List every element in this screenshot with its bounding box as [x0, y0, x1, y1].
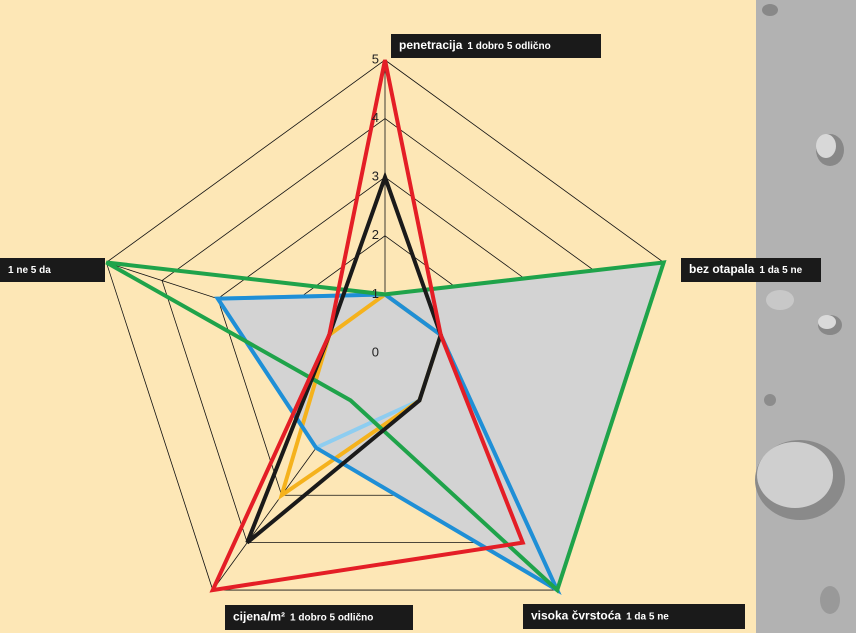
- axis-label: 1 ne 5 da: [8, 265, 51, 276]
- axis-label-box: [681, 258, 821, 282]
- axis-scale: 1 ne 5 da: [8, 265, 51, 276]
- axis-label: visoka čvrstoća 1 da 5 ne: [531, 609, 669, 623]
- r-tick-label: 0: [372, 344, 379, 359]
- axis-label-box: [225, 605, 413, 630]
- photo: [755, 0, 856, 633]
- r-tick-label: 4: [372, 110, 379, 125]
- axis-label-box: [0, 258, 105, 282]
- axis-name: visoka čvrstoća: [531, 609, 621, 623]
- axis-label-box: [391, 34, 601, 58]
- r-tick-label: 1: [372, 286, 379, 301]
- series-line: [209, 59, 526, 593]
- axis-label-box: [523, 604, 745, 629]
- series-line: [245, 171, 443, 545]
- r-tick-label: 3: [372, 169, 379, 184]
- grid-ring: [105, 59, 665, 591]
- axis-label: penetracija 1 dobro 5 odlično: [399, 38, 551, 52]
- series-line: [214, 292, 562, 595]
- series-area: [217, 262, 664, 591]
- series-line: [105, 260, 667, 594]
- axis-name: penetracija: [399, 38, 463, 52]
- axis-name: bez otapala: [689, 262, 755, 276]
- r-tick-label: 5: [372, 51, 379, 66]
- axis-name: cijena/m²: [233, 610, 285, 624]
- axis-scale: 1 da 5 ne: [759, 265, 802, 276]
- r-tick-label: 2: [372, 227, 379, 242]
- axis-scale: 1 da 5 ne: [626, 611, 669, 622]
- axis-scale: 1 dobro 5 odlično: [467, 41, 550, 52]
- axis-label: bez otapala 1 da 5 ne: [689, 262, 803, 276]
- axis-label: cijena/m² 1 dobro 5 odlično: [233, 610, 373, 624]
- axis-scale: 1 dobro 5 odlično: [290, 612, 373, 623]
- grid-ring: [161, 118, 609, 544]
